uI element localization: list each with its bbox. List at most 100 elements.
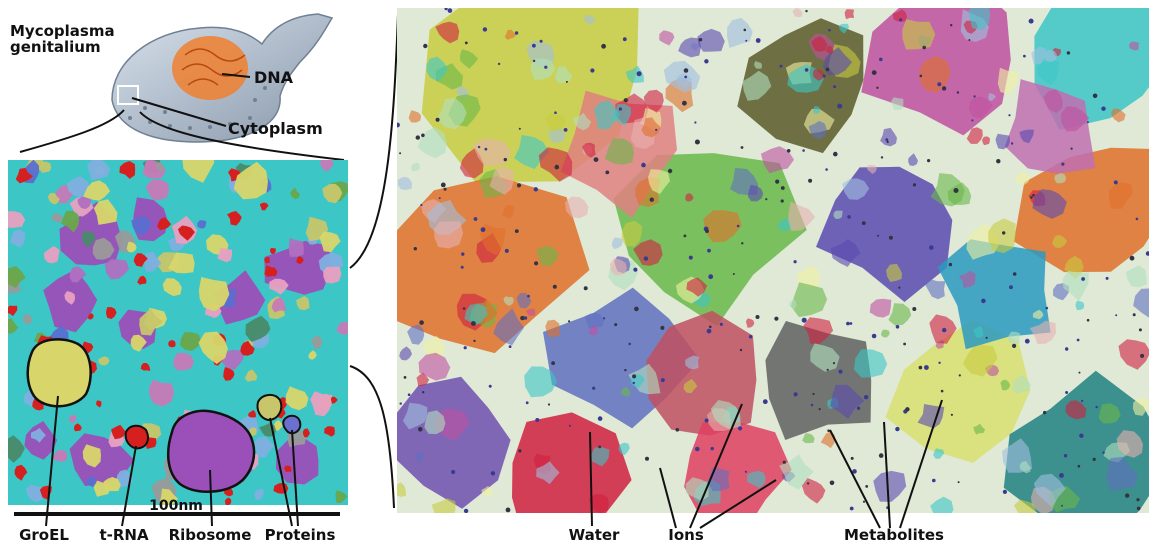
trna-blob — [106, 307, 117, 319]
trna-blob — [264, 256, 270, 264]
ion-dot — [544, 65, 548, 69]
ion-dot — [1145, 251, 1149, 256]
ion-dot — [838, 369, 843, 374]
molecule-fragment — [1043, 89, 1063, 113]
ion-dot — [898, 286, 901, 289]
trna-blob — [259, 202, 269, 211]
molecule-fragment — [802, 433, 815, 444]
ribosome-blob — [275, 437, 319, 485]
ion-dot — [810, 403, 814, 407]
ion-dot — [981, 298, 986, 304]
ion-dot — [719, 322, 723, 326]
molecule-fragment — [933, 448, 945, 459]
ion-dot — [704, 418, 709, 423]
molecule-fragment — [524, 366, 558, 398]
trna-blob — [168, 340, 176, 348]
ion-dot — [462, 307, 466, 310]
protein-blob — [173, 352, 194, 371]
molecule-fragment — [973, 423, 986, 435]
ion-dot — [633, 267, 638, 272]
trna-blob — [15, 168, 33, 184]
molecule-fragment — [685, 355, 700, 370]
protein-blob — [139, 308, 164, 336]
ion-dot — [852, 469, 857, 474]
ion-dot — [552, 284, 557, 289]
molecule-fragment — [435, 408, 470, 441]
molecule-fragment — [459, 49, 479, 69]
ion-dot — [1012, 272, 1017, 276]
ion-dot — [535, 418, 540, 422]
ion-dot — [941, 86, 947, 91]
molecule-fragment — [823, 47, 853, 76]
ion-dot — [1102, 451, 1105, 454]
ion-dot — [912, 307, 917, 311]
ion-dot — [922, 45, 926, 50]
molecule-fragment — [788, 201, 816, 231]
molecule-fragment — [504, 29, 517, 40]
ion-dot — [996, 159, 1001, 164]
ion-dot — [956, 91, 960, 94]
molecule-fragment — [545, 319, 561, 338]
molecule-fragment — [697, 28, 725, 52]
protein-region — [512, 412, 632, 513]
ion-dot — [1059, 473, 1064, 478]
ion-dot — [593, 157, 599, 163]
ion-dot — [1070, 147, 1073, 150]
ion-dot — [762, 399, 768, 405]
ion-dot — [568, 424, 572, 427]
ion-dot — [1105, 276, 1109, 280]
molecule-fragment — [643, 89, 664, 113]
ion-dot — [1092, 93, 1098, 99]
ion-dot — [624, 368, 627, 372]
ion-dot — [743, 28, 747, 32]
molecule-fragment — [538, 147, 573, 182]
ion-dot — [958, 374, 961, 377]
trna-outline — [124, 424, 149, 450]
molecule-fragment — [919, 55, 951, 94]
ion-dot — [477, 145, 481, 149]
molecule-fragment — [754, 61, 762, 69]
ion-dot — [707, 248, 711, 253]
ion-dot — [399, 152, 402, 155]
ion-dot — [829, 480, 835, 486]
ion-dot — [765, 198, 768, 201]
molecule-fragment — [1111, 108, 1126, 123]
molecule-fragment — [604, 138, 634, 165]
molecule-fragment — [959, 270, 976, 288]
ion-dot — [518, 127, 521, 130]
molecule-fragment — [1014, 172, 1030, 186]
molecule-fragment — [481, 486, 494, 496]
ion-dot — [1009, 285, 1013, 290]
protein-blob — [336, 321, 348, 336]
trna-blob — [119, 161, 136, 179]
ion-dot — [598, 445, 602, 449]
protein-blob — [52, 450, 68, 462]
molecule-fragment — [584, 14, 596, 25]
ion-dot — [451, 469, 456, 475]
ion-dot — [628, 342, 631, 346]
ion-dot — [1032, 193, 1035, 197]
protein-blob — [92, 237, 115, 260]
ion-dot — [565, 80, 568, 83]
ion-dot — [1061, 504, 1063, 507]
ion-dot — [636, 71, 642, 77]
protein-blob — [104, 259, 130, 280]
molecule-fragment — [1000, 379, 1011, 391]
ion-dot — [942, 327, 947, 333]
ion-dot — [649, 197, 654, 202]
dna-label: DNA — [254, 68, 294, 87]
protein-blob — [64, 291, 76, 305]
molecule-fragment — [1129, 41, 1139, 51]
label-water: Water — [569, 526, 620, 544]
molecule-fragment — [703, 210, 742, 243]
molecule-fragment — [648, 169, 670, 194]
protein-blob — [290, 187, 300, 200]
ion-dot — [684, 75, 688, 79]
ion-dot — [503, 157, 507, 162]
ion-dot — [603, 317, 606, 320]
molecule-fragment — [472, 138, 511, 166]
molecule-fragment — [966, 127, 983, 144]
ion-dot — [415, 135, 420, 140]
zoom-bracket — [349, 13, 399, 509]
molecule-fragment — [760, 146, 794, 174]
